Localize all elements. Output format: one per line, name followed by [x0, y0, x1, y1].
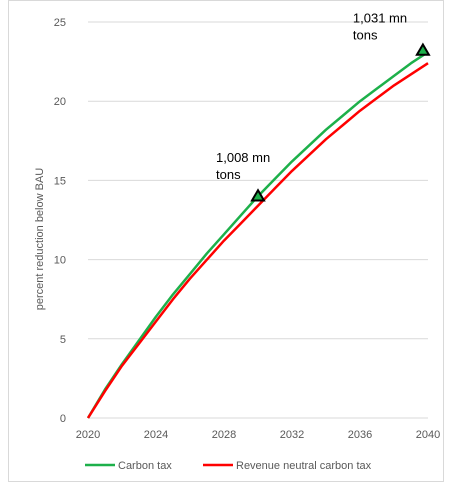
- y-tick-label: 20: [54, 96, 66, 108]
- annotation-label: tons: [216, 167, 241, 182]
- annotation-triangle-marker: [250, 188, 266, 202]
- annotation-label: 1,008 mn: [216, 150, 270, 165]
- chart-frame: [8, 0, 444, 482]
- x-tick-label: 2040: [416, 429, 440, 441]
- y-tick-labels: 0 5 10 15 20 25: [54, 17, 66, 425]
- y-tick-label: 25: [54, 17, 66, 29]
- x-tick-label: 2032: [280, 429, 304, 441]
- x-tick-label: 2020: [76, 429, 100, 441]
- series-line-revenue-neutral: [86, 62, 429, 419]
- x-tick-label: 2024: [144, 429, 168, 441]
- legend-label: Revenue neutral carbon tax: [236, 460, 372, 472]
- x-tick-label: 2028: [212, 429, 236, 441]
- series-line-carbon-tax: [86, 51, 429, 419]
- y-tick-label: 10: [54, 255, 66, 267]
- gridlines: [88, 21, 428, 419]
- y-axis-title: percent reduction below BAU: [34, 168, 46, 311]
- x-tick-label: 2036: [348, 429, 372, 441]
- legend-label: Carbon tax: [118, 460, 172, 472]
- annotation-label: tons: [353, 28, 378, 43]
- annotations: 1,008 mn tons 1,031 mn tons: [216, 11, 431, 202]
- annotation-label: 1,031 mn: [353, 11, 407, 26]
- annotation-triangle-marker: [415, 42, 431, 56]
- x-tick-labels: 2020 2024 2028 2032 2036 2040: [76, 429, 440, 441]
- series-lines: [86, 51, 429, 419]
- legend: Carbon tax Revenue neutral carbon tax: [85, 460, 372, 472]
- y-tick-label: 0: [60, 413, 66, 425]
- y-tick-label: 15: [54, 175, 66, 187]
- y-tick-label: 5: [60, 334, 66, 346]
